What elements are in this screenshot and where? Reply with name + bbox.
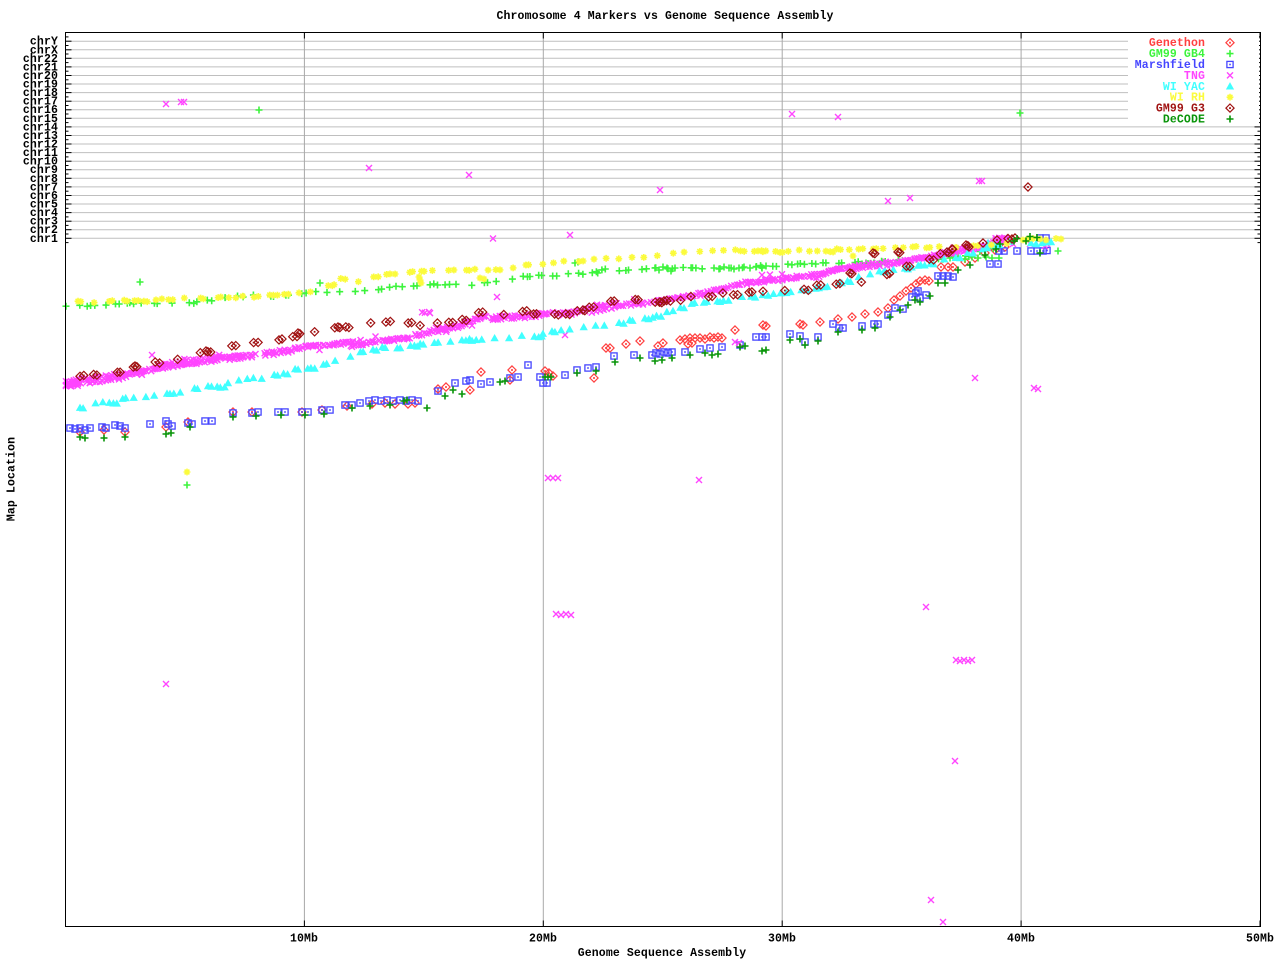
svg-text:WI YAC: WI YAC <box>1163 81 1205 94</box>
svg-text:chrY: chrY <box>30 36 58 49</box>
svg-text:chr7: chr7 <box>30 181 58 194</box>
svg-text:chr22: chr22 <box>23 53 58 66</box>
svg-text:Marshfield: Marshfield <box>1135 59 1205 72</box>
svg-text:chr12: chr12 <box>23 139 58 152</box>
svg-text:chr13: chr13 <box>23 130 58 143</box>
svg-text:TNG: TNG <box>1184 70 1205 83</box>
svg-text:GM99 G3: GM99 G3 <box>1156 103 1205 116</box>
svg-text:chr19: chr19 <box>23 79 58 92</box>
svg-text:Map Location: Map Location <box>6 437 19 521</box>
svg-text:50Mb: 50Mb <box>1246 933 1274 946</box>
svg-text:chr15: chr15 <box>23 113 58 126</box>
svg-text:chr16: chr16 <box>23 104 58 117</box>
svg-text:chr5: chr5 <box>30 199 58 212</box>
svg-text:GM99 GB4: GM99 GB4 <box>1149 48 1205 61</box>
svg-text:chrX: chrX <box>30 44 58 57</box>
svg-text:10Mb: 10Mb <box>290 933 318 946</box>
svg-text:chr10: chr10 <box>23 156 58 169</box>
svg-text:Chromosome 4 Markers vs Genome: Chromosome 4 Markers vs Genome Sequence … <box>496 10 833 23</box>
svg-text:chr21: chr21 <box>23 61 58 74</box>
svg-text:chr3: chr3 <box>30 216 58 229</box>
svg-text:chr8: chr8 <box>30 173 58 186</box>
svg-text:20Mb: 20Mb <box>529 933 557 946</box>
svg-text:chr9: chr9 <box>30 164 58 177</box>
svg-text:chr4: chr4 <box>30 207 58 220</box>
svg-text:Genome Sequence Assembly: Genome Sequence Assembly <box>578 947 747 960</box>
svg-text:chr1: chr1 <box>30 233 58 246</box>
svg-text:chr17: chr17 <box>23 96 58 109</box>
svg-text:chr6: chr6 <box>30 190 58 203</box>
svg-text:chr2: chr2 <box>30 224 58 237</box>
svg-text:40Mb: 40Mb <box>1007 933 1035 946</box>
svg-text:WI RH: WI RH <box>1170 92 1205 105</box>
svg-text:chr11: chr11 <box>23 147 58 160</box>
svg-text:Genethon: Genethon <box>1149 37 1205 50</box>
svg-text:30Mb: 30Mb <box>768 933 796 946</box>
svg-text:DeCODE: DeCODE <box>1163 114 1205 127</box>
svg-text:chr20: chr20 <box>23 70 58 83</box>
svg-text:chr14: chr14 <box>23 121 58 134</box>
svg-text:chr18: chr18 <box>23 87 58 100</box>
